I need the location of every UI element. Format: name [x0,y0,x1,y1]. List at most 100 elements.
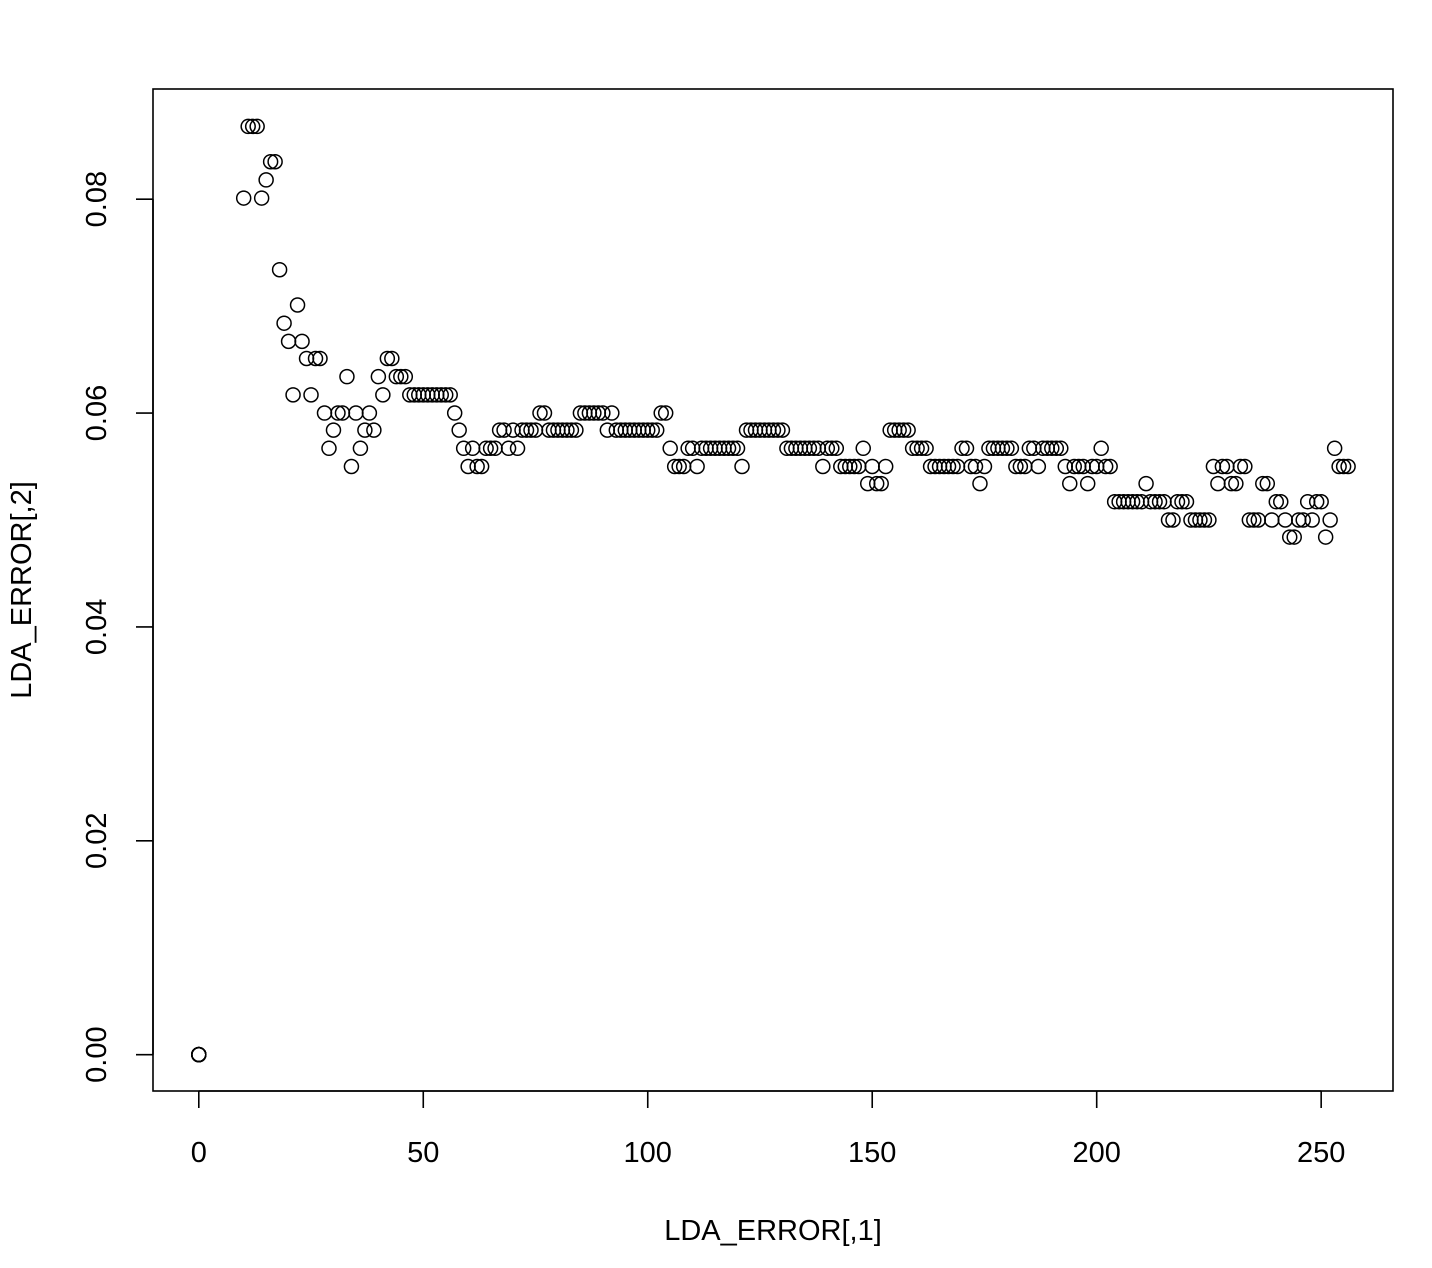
data-point [1066,458,1082,475]
data-point [330,405,346,421]
data-point [666,458,683,475]
data-point [1124,494,1141,510]
data-point [1268,494,1285,510]
data-point [384,350,400,367]
data-point [249,118,265,135]
data-point [1340,458,1356,475]
data-point [918,440,934,457]
data-point [240,118,256,135]
data-point [1335,458,1352,475]
data-point [846,458,863,475]
data-point [877,458,894,475]
data-point [523,422,539,438]
data-point [864,458,880,475]
data-point [1232,458,1249,475]
data-point [361,405,378,421]
data-point [276,315,292,331]
data-point [873,475,889,492]
data-point [285,387,301,403]
data-point [191,1046,207,1063]
data-point [568,422,584,438]
data-point [518,422,535,438]
data-point [1264,512,1280,528]
data-point [559,422,575,438]
data-point [1286,529,1302,545]
data-point [1138,475,1154,492]
data-point [451,422,467,438]
data-point [370,368,387,385]
data-point [1259,475,1276,492]
data-point [321,440,337,457]
data-point [648,422,665,438]
x-axis: 0 50 100 150 200 250 [191,1090,1345,1169]
data-point [339,368,355,385]
y-tick-label: 0.06 [81,385,113,441]
data-point [1246,512,1262,528]
data-point [294,333,310,350]
data-point [1165,512,1181,528]
data-point [891,422,907,438]
data-point [1295,512,1311,528]
data-point [604,405,620,421]
data-point [729,440,746,457]
data-point [900,422,916,438]
data-point [1223,475,1240,492]
data-point [442,387,458,403]
data-point [1210,475,1226,492]
data-point [469,458,485,475]
y-tick-label: 0.02 [81,813,113,869]
data-point [999,440,1015,457]
data-point [437,387,454,403]
y-tick-label: 0.00 [81,1026,113,1082]
data-point [379,350,396,367]
data-point [595,405,611,421]
data-point [253,190,270,206]
data-point [958,440,975,457]
data-point [657,405,674,421]
data-point [1147,494,1163,510]
data-point [945,458,961,475]
data-point [509,440,526,457]
data-point [366,422,382,438]
data-point [720,440,737,457]
x-tick-label: 100 [624,1137,672,1169]
data-point [388,368,405,385]
data-point [375,387,391,403]
data-point [1273,494,1289,510]
plot-frame [152,88,1394,1092]
data-point [586,405,602,421]
data-point [639,422,656,438]
data-point [244,118,261,135]
data-point [1003,440,1020,457]
data-point [1169,494,1186,510]
data-point [316,405,333,421]
data-point [271,261,288,278]
data-point [1317,529,1334,545]
x-tick-label: 250 [1297,1137,1345,1169]
data-point [473,458,490,475]
data-point [774,422,791,438]
data-point [262,153,279,170]
data-point [267,153,283,170]
data-point [770,422,786,438]
x-tick-label: 200 [1072,1137,1120,1169]
data-point [913,440,930,457]
data-point [644,422,660,438]
data-point [289,297,306,313]
data-point [352,440,369,457]
data-point [1160,512,1177,528]
y-tick-label: 0.04 [81,599,113,655]
y-axis-label: LDA_ERROR[,2] [6,481,38,699]
data-point [280,333,297,350]
data-point [258,172,274,188]
data-point [819,440,836,457]
data-point [563,422,580,438]
data-point [828,440,845,457]
data-point [1277,512,1293,528]
data-point [312,350,328,367]
data-point [1062,475,1078,492]
data-point [1308,494,1325,510]
data-point [765,422,782,438]
data-point [1044,440,1060,457]
